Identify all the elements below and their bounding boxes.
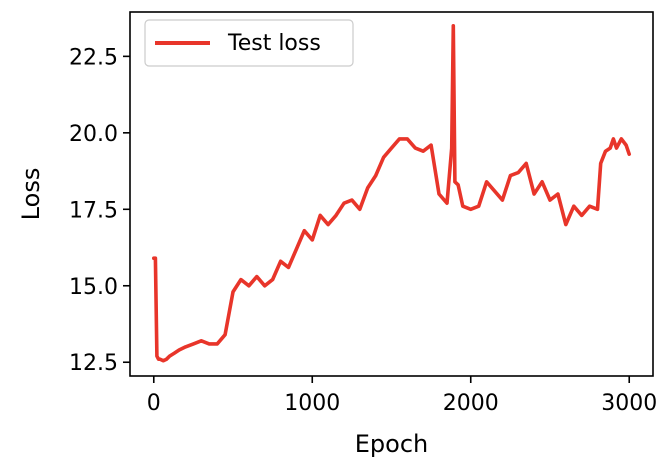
x-tick-label-2000: 2000 bbox=[443, 391, 499, 416]
series-layer bbox=[152, 24, 631, 363]
legend-label-test-loss: Test loss bbox=[227, 31, 321, 56]
y-axis-label: Loss bbox=[17, 168, 45, 221]
x-tick-label-0: 0 bbox=[147, 391, 161, 416]
plot-background bbox=[130, 12, 653, 376]
plot-frame bbox=[129, 11, 654, 377]
y-tick-label-22.5: 22.5 bbox=[69, 45, 118, 70]
axes-layer: 0 1000 2000 3000 12.5 15.0 17.5 20.0 22.5 bbox=[69, 45, 657, 416]
series-line-0 bbox=[152, 24, 631, 363]
legend-box bbox=[144, 19, 354, 67]
x-tick-label-1000: 1000 bbox=[284, 391, 340, 416]
x-tick-label-3000: 3000 bbox=[601, 391, 657, 416]
y-tick-label-15.0: 15.0 bbox=[69, 275, 118, 300]
y-tick-label-20.0: 20.0 bbox=[69, 122, 118, 147]
x-axis-label: Epoch bbox=[355, 430, 429, 458]
y-tick-label-17.5: 17.5 bbox=[69, 198, 118, 223]
y-tick-label-12.5: 12.5 bbox=[69, 351, 118, 376]
legend: Test loss bbox=[144, 19, 354, 67]
